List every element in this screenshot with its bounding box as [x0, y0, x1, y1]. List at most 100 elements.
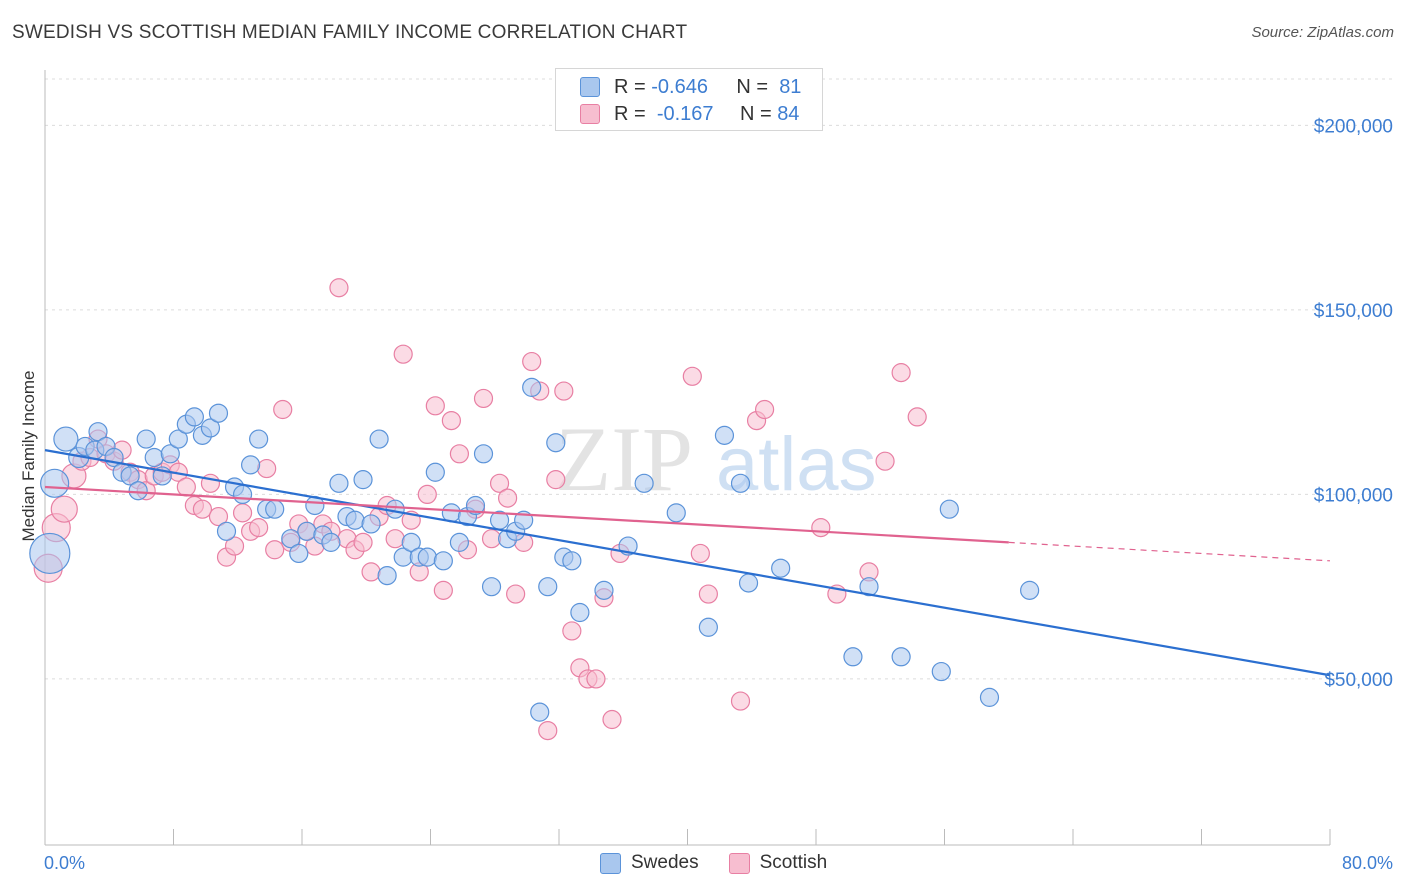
scottish-point	[208, 506, 229, 527]
scottish-point	[481, 529, 502, 549]
swedes-point	[730, 473, 751, 493]
swedes-point	[40, 468, 70, 498]
x-tick-label: 80.0%	[1342, 853, 1393, 873]
swedes-point	[385, 499, 405, 519]
scottish-point	[754, 399, 775, 420]
scottish-point	[682, 366, 702, 386]
swedes-point	[425, 462, 445, 482]
legend-item-scottish: Scottish	[728, 852, 827, 874]
scottish-trend-line	[44, 485, 1009, 544]
scottish-point	[730, 691, 751, 711]
scottish-point	[393, 344, 413, 364]
x-tick-label: 0.0%	[44, 853, 85, 873]
scottish-point	[473, 388, 494, 409]
y-tick-label: $150,000	[1314, 301, 1393, 322]
swedes-point	[417, 547, 437, 567]
swedes-point	[771, 558, 791, 578]
swedes-trend-line	[44, 449, 1331, 677]
watermark-atlas: atlas	[716, 422, 877, 507]
source-credit: Source: ZipAtlas.com	[1251, 24, 1394, 41]
swedes-point	[241, 455, 261, 475]
scottish-point	[522, 351, 542, 372]
scottish-point	[907, 407, 927, 427]
swedes-point	[321, 532, 341, 552]
scottish-point	[698, 584, 718, 604]
swedes-point	[232, 484, 253, 505]
legend-label-swedes: Swedes	[631, 852, 699, 873]
swedes-point	[353, 470, 373, 490]
scottish-point	[449, 444, 470, 464]
swedes-point	[361, 514, 381, 534]
scottish-point	[417, 484, 437, 505]
scottish-trend-extension	[1008, 541, 1331, 562]
scottish-point	[562, 621, 582, 641]
swedes-point	[843, 647, 863, 667]
series-legend: Swedes Scottish	[600, 852, 857, 874]
scottish-point	[875, 451, 895, 471]
swedes-point	[473, 444, 494, 464]
swedes-point	[265, 499, 285, 519]
swedes-point	[570, 602, 590, 623]
swedes-point	[297, 521, 317, 541]
scottish-point	[891, 363, 911, 383]
swedes-point	[200, 418, 221, 438]
swedes-point	[594, 580, 614, 600]
swedes-point	[168, 429, 188, 449]
scottish-point	[425, 396, 445, 416]
swedes-point	[522, 377, 542, 397]
swedes-point	[184, 407, 204, 427]
scottish-point	[232, 503, 253, 523]
scottish-point	[361, 562, 381, 582]
swedes-point	[289, 543, 309, 564]
scottish-point	[690, 543, 710, 564]
trend-lines	[44, 449, 1331, 677]
swedes-point	[29, 532, 71, 575]
legend-row-swedes: R = -0.646 N = 81	[580, 75, 801, 99]
swedes-point	[1020, 580, 1040, 600]
scottish-r-label: R =	[614, 102, 646, 125]
swedes-point	[714, 425, 735, 445]
legend-swatch-scottish	[728, 852, 750, 874]
swedes-point	[562, 551, 582, 571]
scottish-point	[489, 473, 510, 493]
axes	[44, 70, 1331, 846]
scottish-n-label: N =	[739, 102, 772, 125]
axis-labels: $50,000 $100,000 $150,000 $200,000 0.0% 80.0%	[44, 116, 1393, 873]
scottish-point	[176, 477, 196, 497]
scottish-point	[50, 495, 78, 523]
swedes-point	[859, 577, 879, 597]
swedes-point	[449, 532, 470, 552]
scottish-point	[586, 669, 606, 689]
swedes-point	[120, 466, 140, 486]
gridlines	[45, 78, 1395, 680]
scottish-r-value: -0.167	[656, 102, 714, 125]
swedes-r-value: -0.646	[651, 75, 708, 98]
scottish-point	[602, 709, 622, 730]
swedes-n-label: N =	[736, 75, 769, 98]
swedes-point	[546, 433, 566, 453]
y-tick-label: $200,000	[1314, 116, 1393, 137]
scottish-point	[554, 381, 574, 401]
swedes-point	[481, 577, 502, 597]
legend-row-scottish: R = -0.167 N = 84	[580, 102, 799, 126]
scottish-point	[257, 458, 277, 479]
swedes-point	[160, 444, 180, 464]
swedes-point	[931, 661, 951, 682]
scottish-point	[249, 518, 269, 538]
swedes-point	[281, 529, 301, 549]
swedes-point	[345, 510, 365, 530]
swedes-point	[634, 473, 654, 493]
swedes-point	[136, 429, 156, 449]
swedes-point	[144, 447, 164, 468]
swedes-point	[979, 687, 1000, 707]
swedes-n-value: 81	[779, 75, 802, 98]
y-tick-label: $50,000	[1324, 670, 1393, 691]
swedes-point	[329, 473, 349, 493]
swedes-point	[891, 647, 911, 667]
swedes-r-label: R =	[614, 75, 646, 98]
scottish-point	[385, 529, 405, 549]
swedes-point	[249, 429, 269, 449]
scottish-point	[353, 532, 373, 552]
swedes-point	[738, 573, 759, 593]
